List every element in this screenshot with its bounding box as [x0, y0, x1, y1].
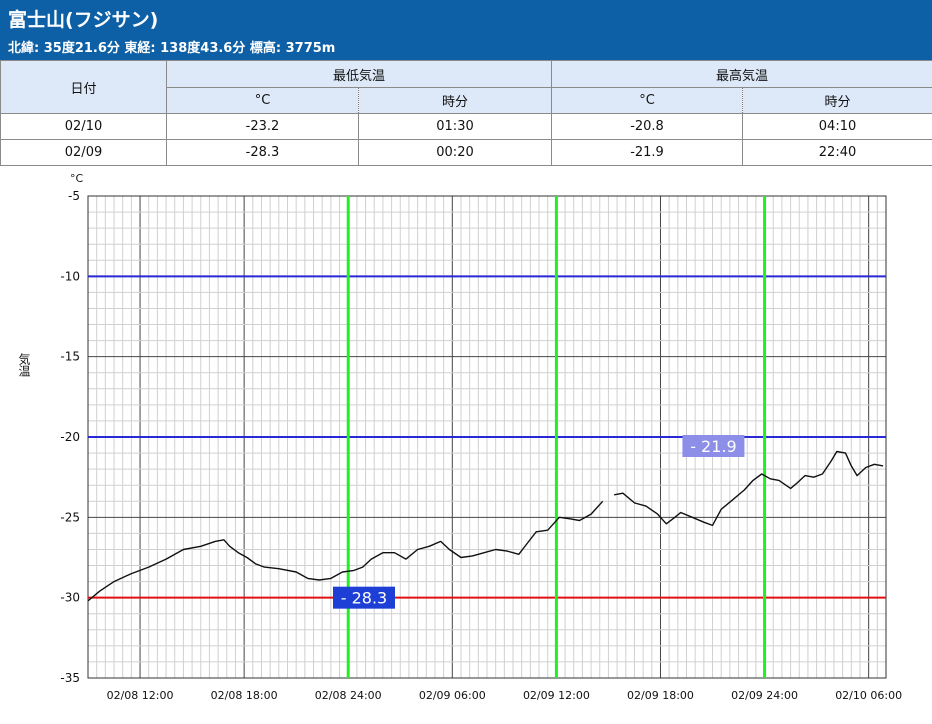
max-time-header: 時分 — [742, 87, 932, 114]
row-min-time: 00:20 — [357, 139, 553, 166]
max-temp-annotation: - 21.9 — [682, 435, 745, 457]
x-tick-label: 02/08 24:00 — [315, 689, 382, 702]
row-date: 02/10 — [0, 113, 167, 140]
station-header: 富士山(フジサン) 北緯: 35度21.6分 東経: 138度43.6分 標高:… — [0, 0, 932, 60]
x-tick-label: 02/09 24:00 — [731, 689, 798, 702]
x-tick-label: 02/09 06:00 — [419, 689, 486, 702]
annotation-box — [682, 435, 745, 457]
row-max-time: 04:10 — [742, 113, 932, 140]
min-max-table: 日付 最低気温 最高気温 °C 時分 °C 時分 02/10 -23.2 01:… — [0, 60, 932, 166]
x-tick-label: 02/10 06:00 — [835, 689, 902, 702]
annotation-label: - 21.9 — [690, 437, 736, 456]
y-tick-label: -20 — [60, 430, 80, 444]
y-tick-label: -35 — [60, 671, 80, 685]
max-celsius-header: °C — [551, 87, 744, 114]
x-tick-label: 02/09 18:00 — [627, 689, 694, 702]
x-tick-label: 02/09 12:00 — [523, 689, 590, 702]
station-location: 北緯: 35度21.6分 東経: 138度43.6分 標高: 3775m — [8, 41, 336, 56]
max-temp-header: 最高気温 — [551, 60, 932, 88]
min-temp-annotation: - 28.3 — [333, 586, 395, 609]
temperature-series-line — [87, 450, 884, 602]
table-row: 02/10 -23.2 01:30 -20.8 04:10 — [0, 113, 932, 140]
y-axis-label: 気温 — [17, 352, 31, 377]
y-unit-label: °C — [70, 172, 84, 185]
row-max-temp: -20.8 — [551, 113, 744, 140]
table-row: 02/09 -28.3 00:20 -21.9 22:40 — [0, 139, 932, 166]
table-subheader-row: °C 時分 °C 時分 — [1, 87, 932, 114]
y-tick-label: -30 — [60, 591, 80, 605]
temperature-chart: -5 -10 -15 -20 -25 -30 -35 02/08 12:00 02/08 18:… — [17, 172, 902, 702]
station-title: 富士山(フジサン) — [8, 9, 159, 31]
row-max-temp: -21.9 — [551, 139, 744, 166]
table-header-row: 日付 最低気温 最高気温 — [0, 60, 932, 114]
y-tick-label: -25 — [60, 510, 80, 524]
min-celsius-header: °C — [166, 87, 359, 114]
date-column-header: 日付 — [0, 60, 167, 114]
x-tick-label: 02/08 12:00 — [107, 689, 174, 702]
row-max-time: 22:40 — [742, 139, 932, 166]
annotation-label: - 28.3 — [341, 589, 387, 608]
y-tick-label: -15 — [60, 350, 80, 364]
row-min-temp: -28.3 — [166, 139, 359, 166]
row-min-temp: -23.2 — [166, 113, 359, 140]
row-date: 02/09 — [0, 139, 167, 166]
min-time-header: 時分 — [357, 87, 553, 114]
row-min-time: 01:30 — [357, 113, 553, 140]
annotation-box — [333, 586, 395, 609]
x-tick-label: 02/08 18:00 — [211, 689, 278, 702]
min-temp-header: 最低気温 — [165, 60, 553, 88]
y-tick-label: -5 — [68, 189, 80, 203]
y-tick-label: -10 — [60, 269, 80, 283]
